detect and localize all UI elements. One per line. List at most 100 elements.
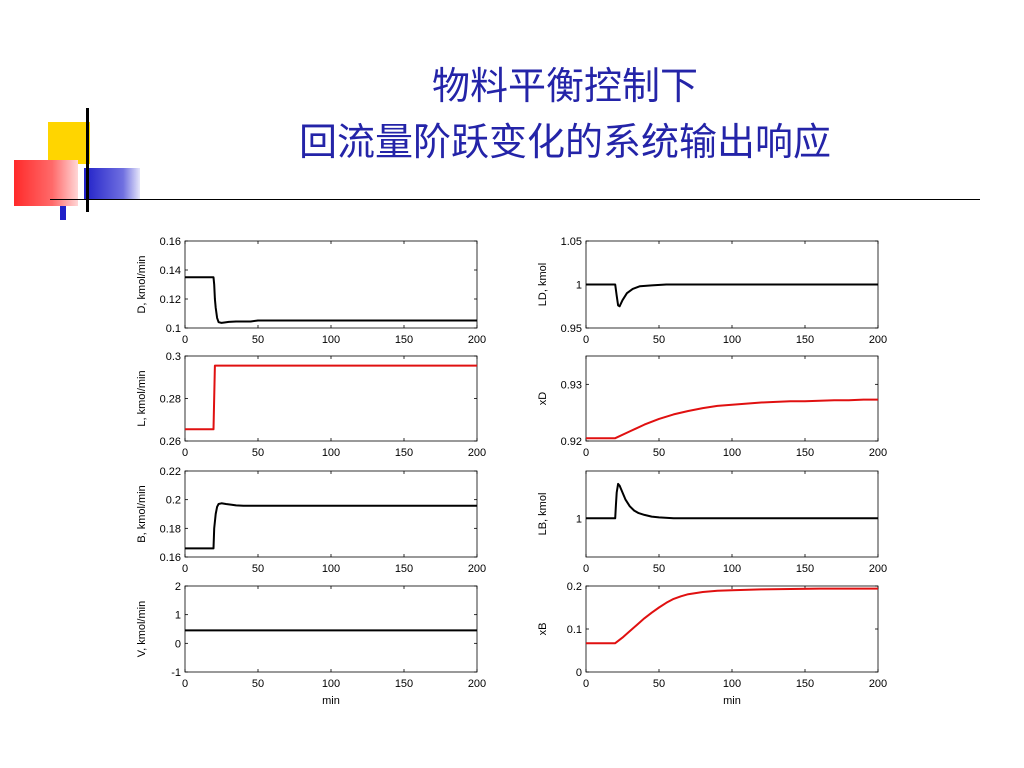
series-line — [185, 276, 477, 324]
x-tick-label: 100 — [723, 447, 741, 459]
x-tick-label: 100 — [723, 563, 741, 575]
x-tick-label: 50 — [653, 334, 665, 346]
title-line-2: 回流量阶跃变化的系统输出响应 — [298, 120, 831, 164]
y-tick-label: 0.3 — [166, 351, 181, 363]
y-axis-label: xB — [537, 623, 549, 636]
y-axis-label: xD — [537, 392, 549, 406]
decor-blue-small-square — [60, 206, 66, 220]
x-tick-label: 0 — [182, 334, 188, 346]
y-tick-label: -1 — [171, 667, 181, 679]
axes-box — [585, 470, 879, 558]
decor-black-vertical-line — [86, 108, 89, 212]
x-tick-label: 0 — [583, 447, 589, 459]
x-tick-label: 200 — [869, 678, 887, 690]
title-line-1: 物料平衡控制下 — [431, 64, 698, 108]
y-tick-label: 0.26 — [160, 436, 181, 448]
x-axis-label: min — [322, 695, 340, 707]
x-tick-label: 0 — [583, 334, 589, 346]
y-tick-label: 1 — [175, 610, 181, 622]
x-tick-label: 100 — [322, 447, 340, 459]
x-tick-label: 200 — [468, 334, 486, 346]
decor-yellow-square — [48, 122, 90, 164]
x-tick-label: 200 — [468, 678, 486, 690]
series-line — [586, 482, 878, 520]
y-axis-label: V, kmol/min — [136, 601, 148, 657]
series-line — [586, 283, 878, 308]
x-tick-label: 0 — [583, 678, 589, 690]
x-tick-label: 0 — [182, 678, 188, 690]
y-tick-label: 0.28 — [160, 394, 181, 406]
x-tick-label: 150 — [395, 678, 413, 690]
decor-blue-bar — [84, 168, 140, 200]
chart-panel-bottom-right: 0 50 100 150 200 0 0.1 0.2 xB min — [537, 581, 887, 707]
chart-panel-row3-left: 0 50 100 150 200 0.16 0.18 0.2 0.22 B, kmol/min — [136, 466, 486, 575]
decor-black-horizontal-line — [50, 199, 980, 200]
x-tick-label: 100 — [322, 563, 340, 575]
x-tick-label: 50 — [252, 334, 264, 346]
y-tick-label: 1 — [576, 513, 582, 525]
x-tick-label: 100 — [322, 678, 340, 690]
series-line — [586, 398, 878, 440]
page-title: 物料平衡控制下 回流量阶跃变化的系统输出响应 — [150, 58, 980, 170]
y-tick-label: 1.05 — [561, 236, 582, 248]
axes-box — [184, 585, 478, 673]
x-tick-label: 100 — [723, 334, 741, 346]
y-axis-label: LD, kmol — [537, 263, 549, 306]
y-tick-label: 0.2 — [166, 495, 181, 507]
series-line — [586, 587, 878, 645]
decor-red-block — [14, 160, 78, 206]
x-tick-label: 50 — [653, 563, 665, 575]
x-tick-label: 200 — [869, 334, 887, 346]
x-tick-label: 150 — [395, 563, 413, 575]
y-axis-label: B, kmol/min — [136, 485, 148, 542]
y-tick-label: 1 — [576, 280, 582, 292]
x-tick-label: 50 — [653, 678, 665, 690]
y-tick-label: 0.14 — [160, 265, 181, 277]
axes-box — [585, 355, 879, 442]
chart-panel-top-right: 0 50 100 150 200 0.95 1 1.05 LD, kmol — [537, 236, 887, 346]
y-tick-label: 0 — [175, 638, 181, 650]
x-tick-label: 150 — [796, 563, 814, 575]
x-tick-label: 200 — [468, 447, 486, 459]
chart-panel-row3-right: 0 50 100 150 200 1 LB, kmol — [537, 470, 887, 575]
x-tick-label: 50 — [653, 447, 665, 459]
axes-box — [585, 585, 879, 673]
chart-panel-top-left: 0 50 100 150 200 0.1 0.12 0.14 0.16 D, kmol/min — [136, 236, 486, 346]
x-tick-label: 150 — [796, 447, 814, 459]
y-axis-label: D, kmol/min — [136, 255, 148, 313]
chart-panel-row2-right: 0 50 100 150 200 0.92 0.93 xD — [537, 355, 887, 459]
x-tick-label: 0 — [182, 563, 188, 575]
series-line — [185, 364, 477, 431]
axes-box — [184, 240, 478, 329]
x-tick-label: 200 — [468, 563, 486, 575]
y-tick-label: 0.92 — [561, 436, 582, 448]
x-axis-label: min — [723, 695, 741, 707]
y-tick-label: 2 — [175, 581, 181, 593]
axes-box — [184, 470, 478, 558]
x-tick-label: 100 — [322, 334, 340, 346]
y-axis-label: LB, kmol — [537, 493, 549, 536]
chart-panel-row2-left: 0 50 100 150 200 0.26 0.28 0.3 L, kmol/min — [136, 351, 486, 459]
y-tick-label: 0 — [576, 667, 582, 679]
y-tick-label: 0.2 — [567, 581, 582, 593]
y-tick-label: 0.95 — [561, 323, 582, 335]
y-tick-label: 0.16 — [160, 236, 181, 248]
y-tick-label: 0.93 — [561, 379, 582, 391]
x-tick-label: 50 — [252, 563, 264, 575]
axes-box — [184, 355, 478, 442]
y-tick-label: 0.16 — [160, 552, 181, 564]
x-tick-label: 150 — [796, 678, 814, 690]
series-line — [185, 502, 477, 550]
x-tick-label: 200 — [869, 447, 887, 459]
y-tick-label: 0.22 — [160, 466, 181, 478]
x-tick-label: 50 — [252, 447, 264, 459]
x-tick-label: 100 — [723, 678, 741, 690]
x-tick-label: 50 — [252, 678, 264, 690]
y-tick-label: 0.12 — [160, 294, 181, 306]
x-tick-label: 150 — [395, 447, 413, 459]
y-axis-label: L, kmol/min — [136, 370, 148, 426]
x-tick-label: 150 — [395, 334, 413, 346]
x-tick-label: 0 — [182, 447, 188, 459]
